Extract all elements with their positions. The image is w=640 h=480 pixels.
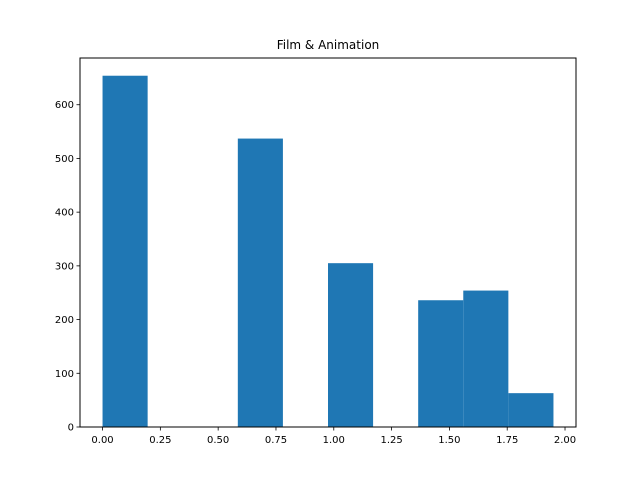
y-tick-label: 500 <box>55 154 74 165</box>
bars-layer <box>102 75 554 428</box>
x-tick-label: 0.00 <box>91 435 113 446</box>
x-tick-label: 1.00 <box>323 435 345 446</box>
y-tick-label: 300 <box>55 261 74 272</box>
plot-frame <box>79 57 577 428</box>
histogram-bar-9 <box>508 393 554 427</box>
histogram-bar-0 <box>102 75 148 428</box>
histogram-bar-7 <box>418 300 464 427</box>
chart-title: Film & Animation <box>277 38 380 52</box>
y-tick-label: 200 <box>55 315 74 326</box>
histogram-bar-3 <box>237 138 283 427</box>
histogram-bar-5 <box>328 263 374 427</box>
x-tick-label: 0.75 <box>265 435 287 446</box>
y-tick-label: 400 <box>55 208 74 219</box>
y-axis: 0 100 200 300 400 500 600 <box>55 100 80 434</box>
y-tick-label: 100 <box>55 369 74 380</box>
x-tick-label: 1.50 <box>438 435 460 446</box>
x-tick-label: 0.50 <box>207 435 229 446</box>
histogram-bar-8 <box>463 290 509 427</box>
x-tick-label: 1.75 <box>496 435 518 446</box>
x-tick-label: 2.00 <box>554 435 576 446</box>
x-axis: 0.00 0.25 0.50 0.75 1.00 1.25 1.50 1.75 2.00 <box>91 427 576 446</box>
x-tick-label: 0.25 <box>149 435 171 446</box>
x-tick-label: 1.25 <box>380 435 402 446</box>
y-tick-label: 0 <box>68 423 74 434</box>
y-tick-label: 600 <box>55 100 74 111</box>
